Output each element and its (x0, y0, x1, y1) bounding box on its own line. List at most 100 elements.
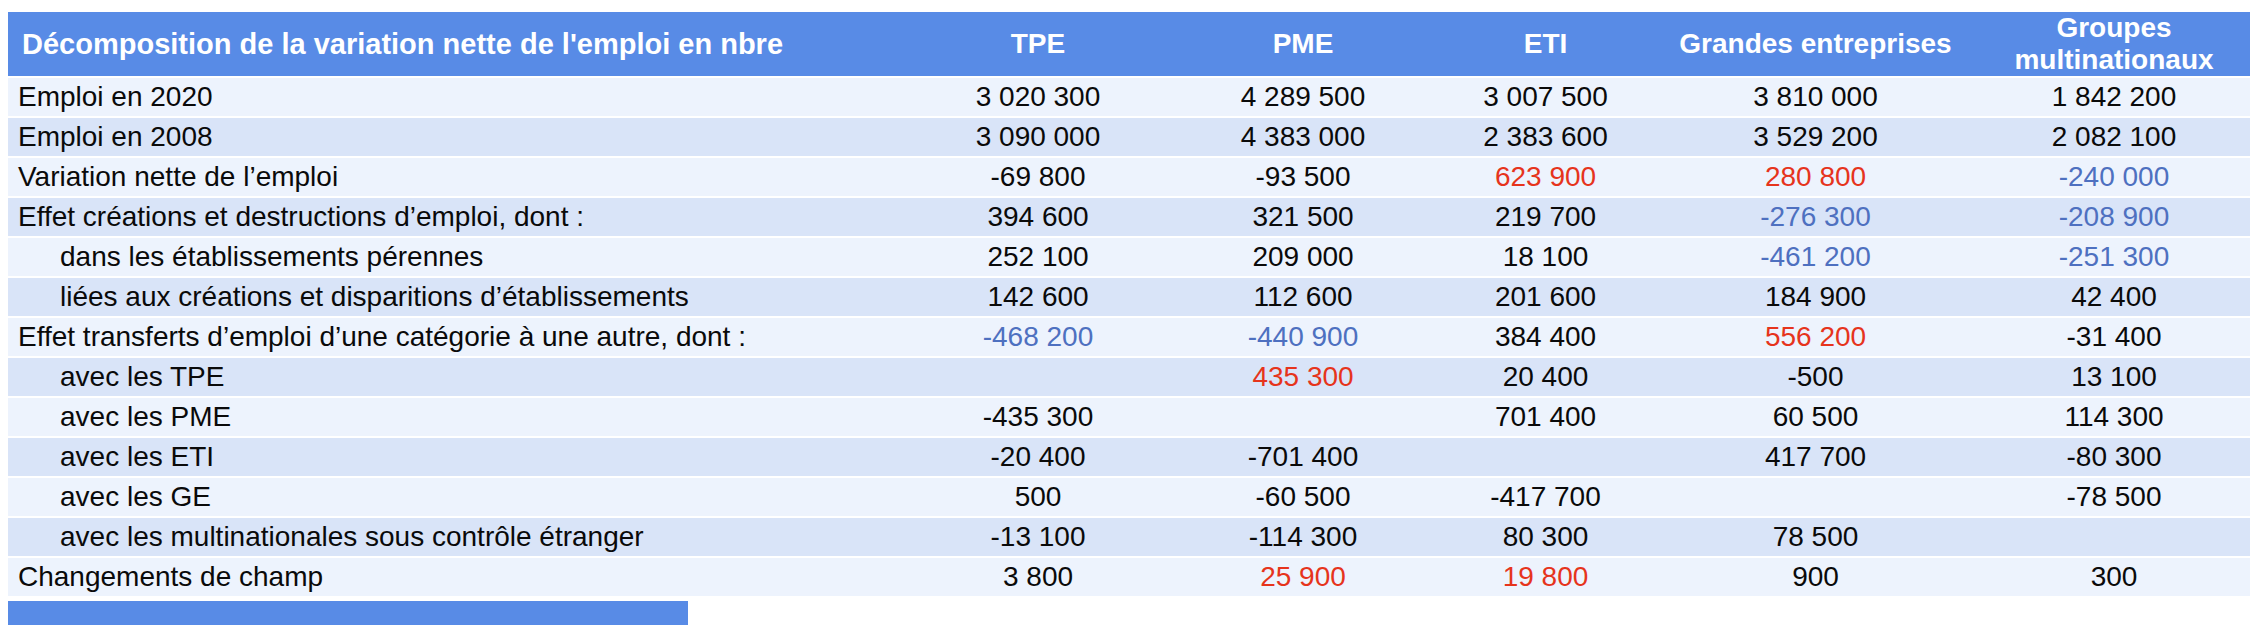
column-header-eti: ETI (1438, 12, 1653, 77)
value-cell: -114 300 (1168, 517, 1438, 557)
row-label: Variation nette de l’emploi (8, 157, 908, 197)
row-label: Effet transferts d’emploi d’une catégori… (8, 317, 908, 357)
value-cell: 252 100 (908, 237, 1168, 277)
employment-table-page: Décomposition de la variation nette de l… (0, 0, 2258, 628)
row-label: avec les PME (8, 397, 908, 437)
row-label: dans les établissements pérennes (8, 237, 908, 277)
value-cell: -701 400 (1168, 437, 1438, 477)
value-cell: 25 900 (1168, 557, 1438, 596)
table-row: Emploi en 20083 090 0004 383 0002 383 60… (8, 117, 2250, 157)
value-cell: 209 000 (1168, 237, 1438, 277)
value-cell: -31 400 (1978, 317, 2250, 357)
value-cell: 4 289 500 (1168, 77, 1438, 117)
value-cell: -93 500 (1168, 157, 1438, 197)
value-cell: 20 400 (1438, 357, 1653, 397)
value-cell: 280 800 (1653, 157, 1978, 197)
value-cell (908, 357, 1168, 397)
value-cell: -417 700 (1438, 477, 1653, 517)
value-cell: -500 (1653, 357, 1978, 397)
table-body: Emploi en 20203 020 3004 289 5003 007 50… (8, 77, 2250, 596)
value-cell: 3 529 200 (1653, 117, 1978, 157)
row-label: avec les TPE (8, 357, 908, 397)
value-cell: -435 300 (908, 397, 1168, 437)
value-cell (1168, 397, 1438, 437)
value-cell: 112 600 (1168, 277, 1438, 317)
column-header-pme: PME (1168, 12, 1438, 77)
value-cell: -440 900 (1168, 317, 1438, 357)
value-cell: 435 300 (1168, 357, 1438, 397)
value-cell: 300 (1978, 557, 2250, 596)
table-row: avec les TPE 435 30020 400-50013 100 (8, 357, 2250, 397)
row-label: avec les GE (8, 477, 908, 517)
table-row: avec les ETI-20 400-701 400 417 700-80 30… (8, 437, 2250, 477)
value-cell: 556 200 (1653, 317, 1978, 357)
value-cell: -468 200 (908, 317, 1168, 357)
table-row: avec les multinationales sous contrôle é… (8, 517, 2250, 557)
value-cell: -78 500 (1978, 477, 2250, 517)
value-cell: 60 500 (1653, 397, 1978, 437)
value-cell: 2 082 100 (1978, 117, 2250, 157)
table-row: Effet créations et destructions d’emploi… (8, 197, 2250, 237)
value-cell: 900 (1653, 557, 1978, 596)
value-cell: 201 600 (1438, 277, 1653, 317)
column-header-tpe: TPE (908, 12, 1168, 77)
value-cell (1978, 517, 2250, 557)
value-cell: -251 300 (1978, 237, 2250, 277)
value-cell: 321 500 (1168, 197, 1438, 237)
row-label: Changements de champ (8, 557, 908, 596)
value-cell: -240 000 (1978, 157, 2250, 197)
table-row: avec les PME-435 300 701 40060 500114 300 (8, 397, 2250, 437)
value-cell: 219 700 (1438, 197, 1653, 237)
value-cell: -60 500 (1168, 477, 1438, 517)
value-cell: 701 400 (1438, 397, 1653, 437)
table-row: avec les GE500-60 500-417 700 -78 500 (8, 477, 2250, 517)
value-cell: 78 500 (1653, 517, 1978, 557)
value-cell: 4 383 000 (1168, 117, 1438, 157)
value-cell: 417 700 (1653, 437, 1978, 477)
value-cell: 3 800 (908, 557, 1168, 596)
value-cell (1438, 437, 1653, 477)
value-cell: -13 100 (908, 517, 1168, 557)
value-cell: -208 900 (1978, 197, 2250, 237)
row-label: avec les multinationales sous contrôle é… (8, 517, 908, 557)
value-cell: 2 383 600 (1438, 117, 1653, 157)
row-label: Emploi en 2020 (8, 77, 908, 117)
value-cell: 623 900 (1438, 157, 1653, 197)
value-cell: -80 300 (1978, 437, 2250, 477)
value-cell: -276 300 (1653, 197, 1978, 237)
value-cell: 19 800 (1438, 557, 1653, 596)
row-label: liées aux créations et disparitions d’ét… (8, 277, 908, 317)
value-cell: 13 100 (1978, 357, 2250, 397)
column-header-groupes-multinationaux: Groupes multinationaux (1978, 12, 2250, 77)
value-cell: 500 (908, 477, 1168, 517)
table-row: dans les établissements pérennes252 1002… (8, 237, 2250, 277)
column-header-grandes-entreprises: Grandes entreprises (1653, 12, 1978, 77)
table-title: Décomposition de la variation nette de l… (8, 12, 908, 77)
value-cell: 42 400 (1978, 277, 2250, 317)
value-cell: 394 600 (908, 197, 1168, 237)
table-row: liées aux créations et disparitions d’ét… (8, 277, 2250, 317)
table-row: Variation nette de l’emploi-69 800-93 50… (8, 157, 2250, 197)
value-cell: 80 300 (1438, 517, 1653, 557)
table-row: Emploi en 20203 020 3004 289 5003 007 50… (8, 77, 2250, 117)
value-cell: -69 800 (908, 157, 1168, 197)
row-label: Effet créations et destructions d’emploi… (8, 197, 908, 237)
value-cell: 142 600 (908, 277, 1168, 317)
table-row: Effet transferts d’emploi d’une catégori… (8, 317, 2250, 357)
value-cell: 1 842 200 (1978, 77, 2250, 117)
row-label: Emploi en 2008 (8, 117, 908, 157)
value-cell (1653, 477, 1978, 517)
value-cell: -20 400 (908, 437, 1168, 477)
value-cell: 3 007 500 (1438, 77, 1653, 117)
header-row: Décomposition de la variation nette de l… (8, 12, 2250, 77)
value-cell: 18 100 (1438, 237, 1653, 277)
footer-bar (8, 601, 688, 625)
value-cell: 3 810 000 (1653, 77, 1978, 117)
value-cell: 184 900 (1653, 277, 1978, 317)
value-cell: 3 020 300 (908, 77, 1168, 117)
value-cell: 114 300 (1978, 397, 2250, 437)
value-cell: -461 200 (1653, 237, 1978, 277)
table-row: Changements de champ3 80025 90019 800900… (8, 557, 2250, 596)
row-label: avec les ETI (8, 437, 908, 477)
value-cell: 3 090 000 (908, 117, 1168, 157)
